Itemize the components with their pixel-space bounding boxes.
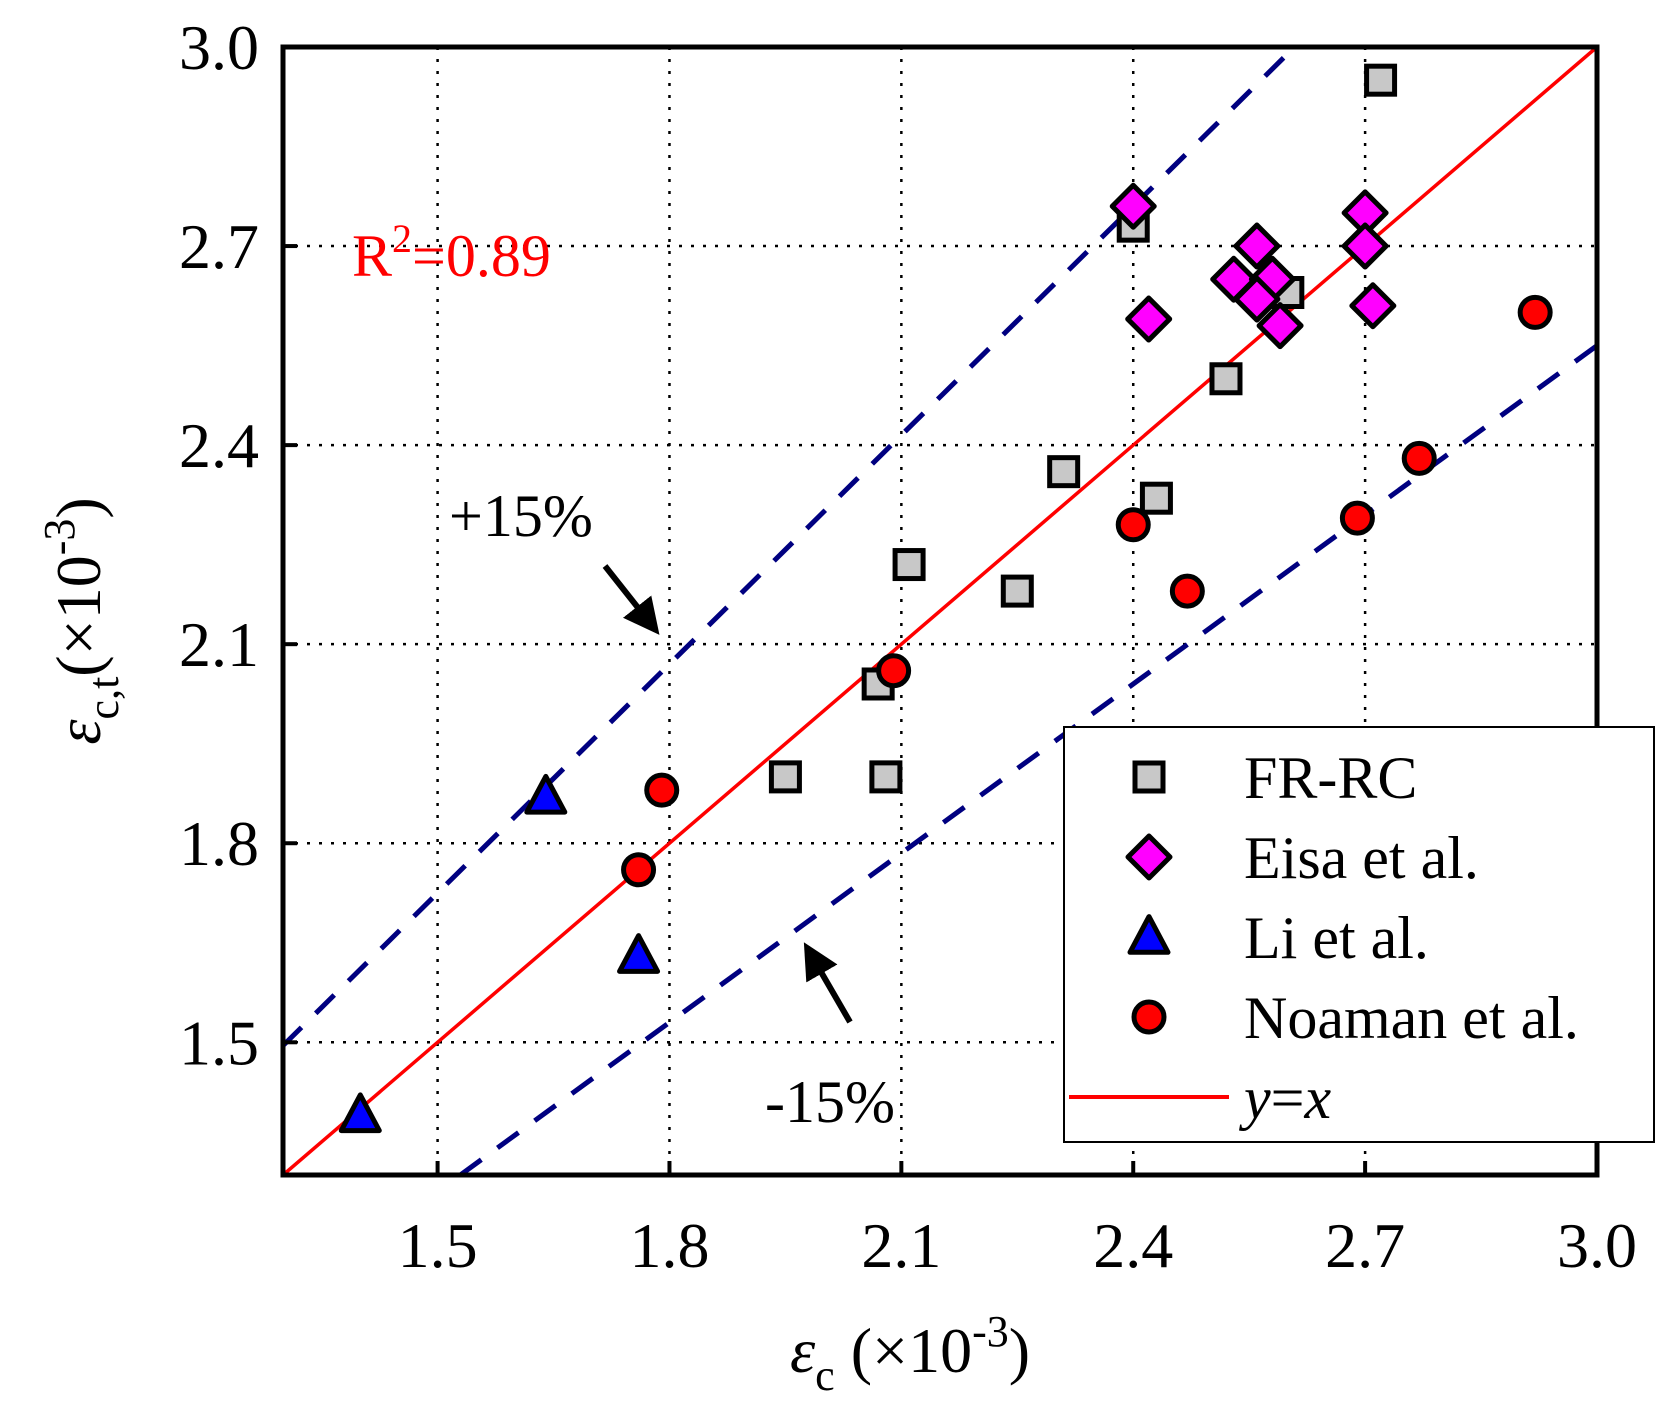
legend-label: Eisa et al. bbox=[1244, 825, 1479, 891]
data-point-circle bbox=[1115, 507, 1151, 543]
data-point-circle bbox=[1401, 440, 1437, 476]
legend-label: FR-RC bbox=[1244, 745, 1417, 811]
y-tick-label: 2.4 bbox=[179, 410, 259, 481]
data-point-circle bbox=[1517, 294, 1553, 330]
legend-label: y=x bbox=[1238, 1065, 1331, 1131]
r-squared-label: R2=0.89 bbox=[352, 216, 551, 289]
data-point-square bbox=[869, 760, 903, 794]
ref-line--15 bbox=[458, 343, 1599, 1178]
data-point-square bbox=[1139, 481, 1173, 515]
plus-15-label: +15% bbox=[449, 483, 593, 549]
y-tick-label: 1.5 bbox=[179, 1007, 259, 1078]
plus-15-arrow bbox=[602, 564, 660, 635]
data-point-square bbox=[768, 760, 802, 794]
data-point-circle bbox=[1339, 500, 1375, 536]
data-point-square bbox=[1364, 63, 1398, 97]
y-tick-label: 2.1 bbox=[179, 609, 259, 680]
y-tick-label: 3.0 bbox=[179, 12, 259, 83]
legend-marker-diamond bbox=[1125, 833, 1173, 881]
series-li-et-al bbox=[338, 773, 661, 1134]
minus-15-label: -15% bbox=[765, 1069, 895, 1135]
data-point-diamond bbox=[1109, 182, 1157, 230]
x-tick-label: 3.0 bbox=[1557, 1210, 1637, 1281]
data-point-diamond bbox=[1233, 275, 1281, 323]
y-tick-label: 2.7 bbox=[179, 211, 259, 282]
data-point-triangle bbox=[524, 773, 568, 815]
x-tick-label: 2.4 bbox=[1093, 1210, 1173, 1281]
data-point-triangle bbox=[617, 933, 661, 974]
data-point-diamond bbox=[1233, 222, 1281, 270]
series-fr-rc bbox=[768, 63, 1398, 794]
series-eisa-et-al bbox=[1109, 182, 1397, 350]
ref-line--15 bbox=[281, 45, 1297, 1048]
data-points bbox=[338, 63, 1553, 1134]
legend-box bbox=[1063, 726, 1655, 1143]
minus-15-arrow bbox=[803, 942, 853, 1024]
x-tick-label: 2.7 bbox=[1325, 1210, 1405, 1281]
y-tick-label: 1.8 bbox=[179, 808, 259, 879]
legend-marker-square bbox=[1132, 760, 1166, 794]
annotations: R2=0.89 +15% -15% bbox=[352, 216, 895, 1135]
data-point-diamond bbox=[1349, 282, 1397, 330]
data-point-circle bbox=[621, 852, 657, 888]
axis-ticks: 1.5 1.8 2.1 2.4 2.7 3.0 1.5 1.8 2.1 2.4 2.7 3.0 bbox=[179, 12, 1637, 1281]
legend-marker-circle bbox=[1131, 999, 1167, 1035]
data-point-diamond bbox=[1256, 302, 1304, 350]
x-axis-label: εc (×10-3) bbox=[790, 1307, 1030, 1400]
data-point-square bbox=[1209, 362, 1243, 396]
data-point-square bbox=[1047, 455, 1081, 489]
data-point-circle bbox=[876, 653, 912, 689]
legend-label: Li et al. bbox=[1244, 905, 1429, 971]
data-point-triangle bbox=[338, 1092, 382, 1134]
series-noaman-et-al bbox=[621, 294, 1553, 888]
legend-marker-triangle bbox=[1127, 914, 1171, 955]
axis-labels: εc (×10-3) εc,t(×10-3) bbox=[35, 497, 1030, 1400]
data-point-diamond bbox=[1341, 222, 1389, 270]
y-axis-label: εc,t(×10-3) bbox=[35, 497, 128, 744]
data-point-circle bbox=[644, 772, 680, 808]
data-point-square bbox=[1000, 574, 1034, 608]
legend-label: Noaman et al. bbox=[1244, 985, 1579, 1051]
x-tick-label: 1.5 bbox=[398, 1210, 478, 1281]
x-tick-label: 2.1 bbox=[861, 1210, 941, 1281]
data-point-square bbox=[892, 548, 926, 582]
legend: FR-RC Eisa et al. Li et al. Noaman et al. y=… bbox=[1063, 726, 1655, 1143]
plot-frame bbox=[280, 44, 1600, 1178]
data-point-circle bbox=[1169, 573, 1205, 609]
x-tick-label: 1.8 bbox=[629, 1210, 709, 1281]
data-point-diamond bbox=[1125, 295, 1173, 343]
